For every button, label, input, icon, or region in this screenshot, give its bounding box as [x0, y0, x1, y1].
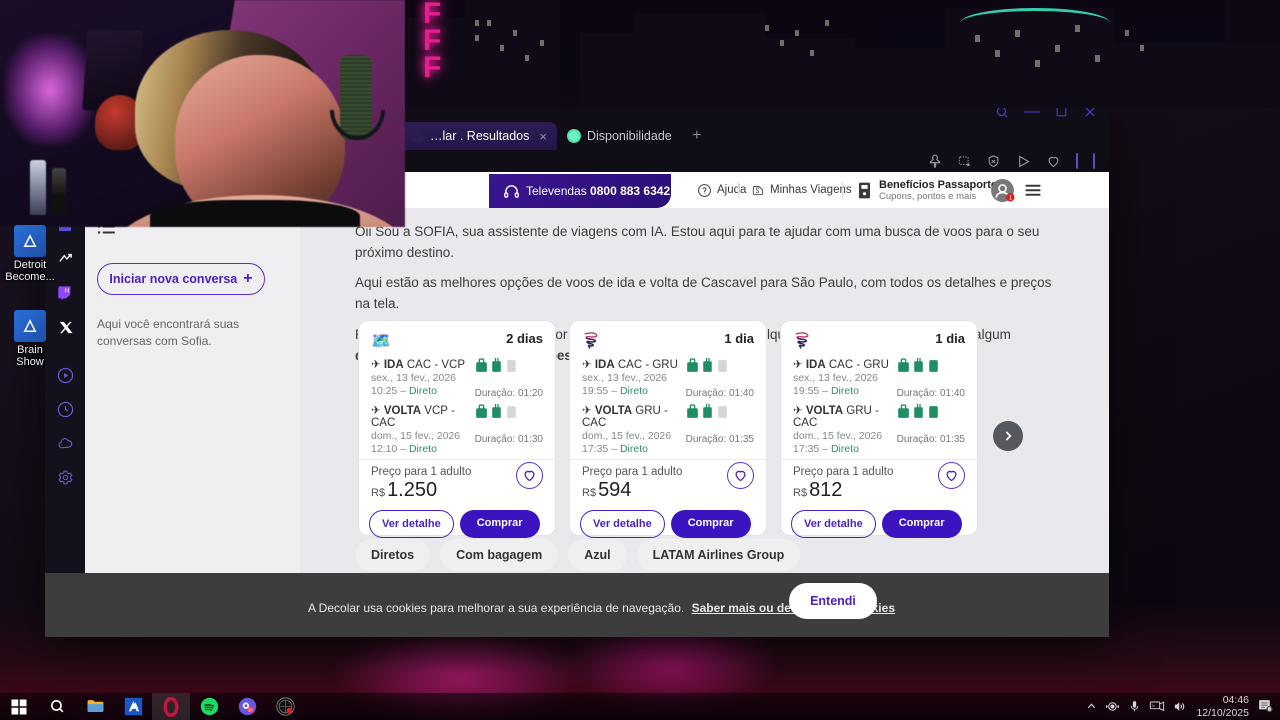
svg-text:2+: 2+: [248, 707, 253, 712]
svg-text:1: 1: [1009, 194, 1013, 201]
svg-text:7x: 7x: [1152, 704, 1156, 708]
